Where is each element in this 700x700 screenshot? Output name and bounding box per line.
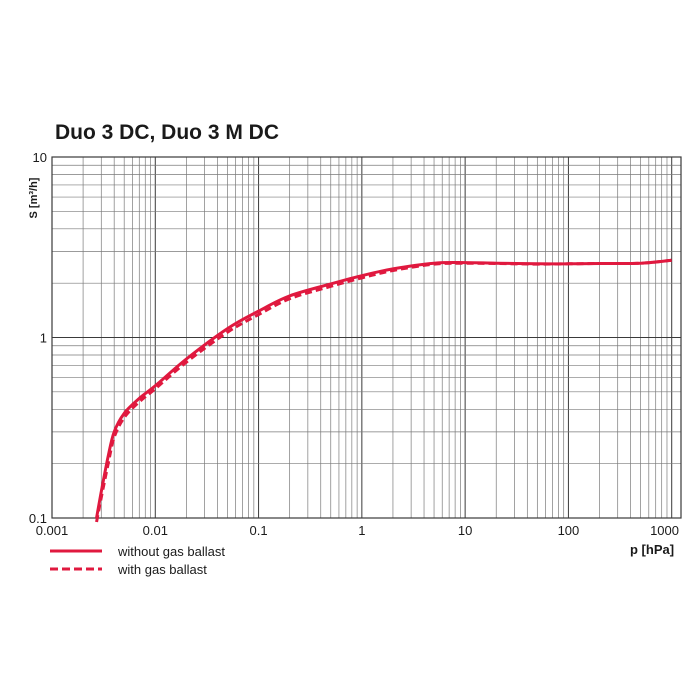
legend-swatch-solid bbox=[50, 545, 102, 557]
chart-title: Duo 3 DC, Duo 3 M DC bbox=[55, 121, 279, 144]
legend-item-dashed: with gas ballast bbox=[50, 560, 225, 578]
y-tick-label: 1 bbox=[40, 331, 47, 346]
x-tick-label: 100 bbox=[558, 523, 580, 538]
legend-label-solid: without gas ballast bbox=[118, 543, 225, 559]
series-line-with-gas-ballast bbox=[95, 258, 672, 523]
x-axis-label: p [hPa] bbox=[630, 542, 675, 557]
legend-item-solid: without gas ballast bbox=[50, 542, 225, 560]
x-tick-label: 1 bbox=[358, 523, 365, 538]
x-tick-label: 10 bbox=[458, 523, 472, 538]
y-tick-label: 0.1 bbox=[29, 511, 47, 526]
x-tick-label: 0.1 bbox=[250, 523, 268, 538]
x-tick-label: 1000 bbox=[650, 523, 679, 538]
legend: without gas ballast with gas ballast bbox=[50, 542, 225, 578]
plot-frame bbox=[51, 156, 682, 519]
x-tick-label: 0.01 bbox=[143, 523, 168, 538]
series-line-without-gas-ballast bbox=[95, 258, 672, 519]
legend-swatch-dashed bbox=[50, 563, 102, 575]
legend-label-dashed: with gas ballast bbox=[118, 561, 207, 577]
y-tick-label: 10 bbox=[33, 150, 47, 165]
x-tick-label: 0.001 bbox=[36, 523, 69, 538]
